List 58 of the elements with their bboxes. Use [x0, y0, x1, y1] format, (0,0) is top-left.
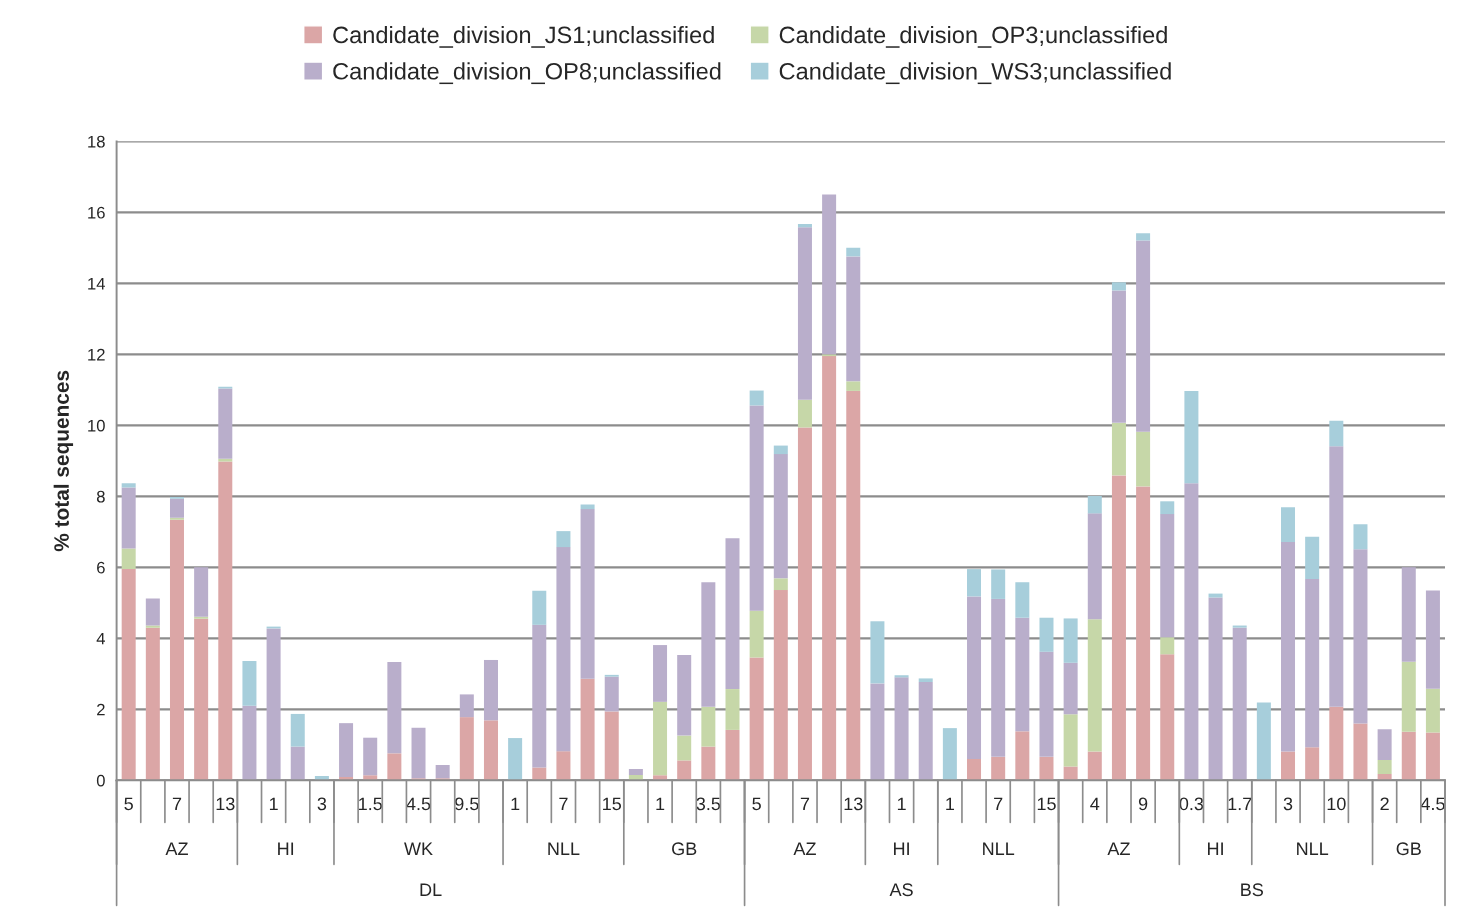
text: AS: [889, 883, 913, 897]
legend-label: Candidate_division_WS3;unclassified: [779, 62, 1171, 85]
legend-label: Candidate_division_OP3;unclassified: [779, 25, 1167, 48]
text: AZ: [793, 842, 816, 855]
text: DL: [420, 883, 442, 896]
x-tick-label: 3: [317, 797, 327, 811]
x-tick-label: 15: [603, 797, 622, 811]
y-tick-label: 6: [97, 561, 105, 574]
x-tick-label: 3.5: [696, 797, 721, 811]
text: WK: [404, 842, 433, 855]
y-tick-label: 18: [88, 135, 105, 148]
y-tick-label: 4: [96, 632, 106, 645]
text: GB: [672, 842, 697, 856]
y-tick-label: 2: [97, 703, 105, 716]
x-tick-label: 9: [1138, 797, 1148, 811]
text: NLL: [1297, 842, 1329, 855]
x-tick-label: 1: [269, 797, 278, 811]
x-tick-label: 0.3: [1179, 797, 1204, 811]
x-tick-label: 1: [511, 797, 520, 811]
x-tick-label: 1: [946, 797, 955, 811]
text: HI: [278, 842, 294, 855]
text: BS: [1241, 883, 1263, 897]
x-tick-label: 9.5: [455, 797, 479, 811]
text: NLL: [548, 842, 580, 855]
x-tick-label: 1: [656, 797, 665, 811]
text: HI: [894, 842, 909, 855]
text: AZ: [1107, 842, 1130, 855]
x-tick-label: 13: [216, 797, 235, 811]
legend-label: Candidate_division_JS1;unclassified: [333, 25, 714, 48]
y-tick-label: 10: [88, 419, 105, 432]
x-tick-label: 1.5: [359, 797, 382, 811]
text: NLL: [983, 842, 1015, 855]
legend-label: Candidate_division_OP8;unclassified: [333, 62, 721, 85]
y-tick-label: 14: [88, 277, 106, 290]
y-tick-label: 0: [96, 774, 105, 787]
y-axis-title: % total sequences: [53, 370, 74, 552]
text: AZ: [165, 842, 188, 855]
x-tick-label: 4.5: [406, 797, 431, 811]
y-tick-label: 16: [88, 206, 105, 219]
x-tick-label: 5: [124, 797, 133, 811]
x-tick-label: 2: [1380, 797, 1389, 811]
y-tick-label: 8: [96, 490, 105, 503]
x-tick-label: 7: [172, 797, 182, 811]
x-tick-label: 1: [897, 797, 906, 811]
x-tick-label: 13: [844, 797, 863, 811]
text: GB: [1396, 842, 1421, 856]
x-tick-label: 10: [1327, 797, 1346, 811]
x-tick-label: 4: [1090, 797, 1100, 811]
x-tick-label: 5: [752, 797, 761, 811]
text: HI: [1208, 842, 1223, 855]
x-tick-label: 1.7: [1228, 797, 1252, 811]
x-tick-label: 7: [994, 797, 1003, 811]
x-tick-label: 7: [800, 797, 810, 811]
y-tick-label: 12: [88, 348, 105, 361]
x-tick-label: 3: [1283, 797, 1293, 811]
x-tick-label: 15: [1037, 797, 1056, 811]
x-tick-label: 7: [559, 797, 568, 811]
x-tick-label: 4.5: [1420, 797, 1445, 811]
